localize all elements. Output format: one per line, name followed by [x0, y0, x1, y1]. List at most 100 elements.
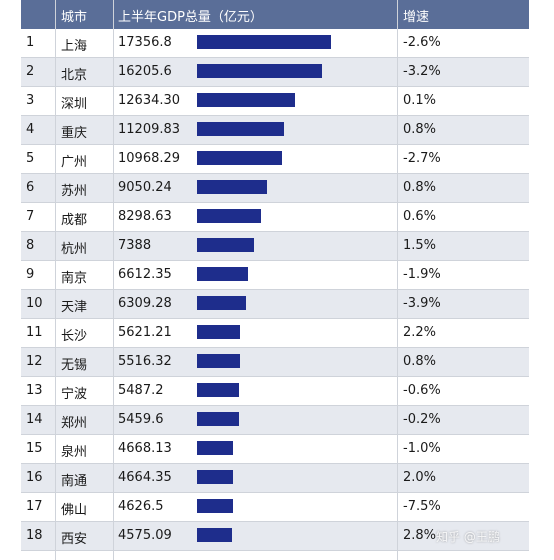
- city-cell: 杭州: [61, 242, 88, 257]
- city-cell: 北京: [61, 68, 88, 83]
- gdp-value-cell: 17356.8: [118, 35, 172, 50]
- watermark: 知乎 @王鹏: [436, 530, 500, 544]
- rank-cell: 11: [26, 325, 43, 340]
- gdp-ranking-table: 城市 上半年GDP总量（亿元） 增速 1 上海 17356.8 -2.6% 2 北京 162…: [21, 0, 529, 560]
- table-row: 1 上海 17356.8 -2.6%: [21, 29, 529, 58]
- rank-cell: 7: [26, 209, 35, 224]
- table-row: 10 天津 6309.28 -3.9%: [21, 290, 529, 319]
- gdp-value-cell: 8298.63: [118, 209, 172, 224]
- table-row: 2 北京 16205.6 -3.2%: [21, 58, 529, 87]
- city-cell: 上海: [61, 39, 88, 54]
- gdp-bar: [197, 296, 246, 310]
- city-cell: 广州: [61, 155, 88, 170]
- gdp-value-cell: 9050.24: [118, 180, 172, 195]
- rank-cell: 9: [26, 267, 35, 282]
- city-cell: 深圳: [61, 97, 88, 112]
- city-cell: 南京: [61, 271, 88, 286]
- rank-cell: 15: [26, 441, 43, 456]
- gdp-bar: [197, 209, 261, 223]
- rank-cell: 2: [26, 64, 35, 79]
- column-divider: [397, 0, 398, 560]
- gdp-value-cell: 12634.30: [118, 93, 181, 108]
- gdp-bar: [197, 238, 254, 252]
- growth-cell: 0.8%: [403, 354, 437, 369]
- gdp-value-cell: 16205.6: [118, 64, 172, 79]
- rank-cell: 6: [26, 180, 35, 195]
- city-cell: 宁波: [61, 387, 88, 402]
- gdp-bar: [197, 122, 284, 136]
- rank-cell: 16: [26, 470, 43, 485]
- rank-cell: 8: [26, 238, 35, 253]
- growth-cell: -3.9%: [403, 296, 441, 311]
- gdp-bar: [197, 383, 239, 397]
- growth-cell: 0.8%: [403, 180, 437, 195]
- gdp-bar: [197, 441, 233, 455]
- table-row: 6 苏州 9050.24 0.8%: [21, 174, 529, 203]
- table-row: 11 长沙 5621.21 2.2%: [21, 319, 529, 348]
- gdp-value-cell: 6309.28: [118, 296, 172, 311]
- rank-cell: 18: [26, 528, 43, 543]
- table-row: 5 广州 10968.29 -2.7%: [21, 145, 529, 174]
- gdp-bar: [197, 267, 248, 281]
- growth-cell: -7.5%: [403, 499, 441, 514]
- growth-cell: 2.8%: [403, 528, 437, 543]
- gdp-value-cell: 4626.5: [118, 499, 164, 514]
- growth-cell: -0.2%: [403, 412, 441, 427]
- gdp-value-cell: 4664.35: [118, 470, 172, 485]
- growth-cell: -1.0%: [403, 441, 441, 456]
- header-gdp: 上半年GDP总量（亿元）: [118, 10, 263, 25]
- growth-cell: -2.7%: [403, 151, 441, 166]
- rank-cell: 12: [26, 354, 43, 369]
- gdp-value-cell: 4575.09: [118, 528, 172, 543]
- city-cell: 西安: [61, 532, 88, 547]
- gdp-bar: [197, 93, 295, 107]
- gdp-value-cell: 6612.35: [118, 267, 172, 282]
- table-row: 18 西安 4575.09 2.8%: [21, 522, 529, 551]
- gdp-bar: [197, 151, 282, 165]
- gdp-bar: [197, 35, 331, 49]
- gdp-value-cell: 5516.32: [118, 354, 172, 369]
- table-row: 15 泉州 4668.13 -1.0%: [21, 435, 529, 464]
- rank-cell: 4: [26, 122, 35, 137]
- growth-cell: 0.1%: [403, 93, 437, 108]
- city-cell: 天津: [61, 300, 88, 315]
- gdp-value-cell: 5487.2: [118, 383, 164, 398]
- gdp-value-cell: 4668.13: [118, 441, 172, 456]
- table-row: 16 南通 4664.35 2.0%: [21, 464, 529, 493]
- column-divider: [113, 0, 114, 560]
- table-row: 7 成都 8298.63 0.6%: [21, 203, 529, 232]
- table-row: 12 无锡 5516.32 0.8%: [21, 348, 529, 377]
- city-cell: 南通: [61, 474, 88, 489]
- gdp-bar: [197, 325, 240, 339]
- growth-cell: 0.8%: [403, 122, 437, 137]
- gdp-bar: [197, 354, 240, 368]
- rank-cell: 13: [26, 383, 43, 398]
- gdp-value-cell: 7388: [118, 238, 152, 253]
- gdp-bar: [197, 412, 239, 426]
- city-cell: 佛山: [61, 503, 88, 518]
- growth-cell: 2.0%: [403, 470, 437, 485]
- rank-cell: 5: [26, 151, 35, 166]
- rank-cell: 10: [26, 296, 43, 311]
- table-row: 13 宁波 5487.2 -0.6%: [21, 377, 529, 406]
- table-row: 17 佛山 4626.5 -7.5%: [21, 493, 529, 522]
- header-growth: 增速: [403, 10, 430, 25]
- growth-cell: 1.5%: [403, 238, 437, 253]
- gdp-bar: [197, 64, 322, 78]
- table-row: 9 南京 6612.35 -1.9%: [21, 261, 529, 290]
- city-cell: 成都: [61, 213, 88, 228]
- gdp-bar: [197, 180, 267, 194]
- rank-cell: 3: [26, 93, 35, 108]
- growth-cell: -0.6%: [403, 383, 441, 398]
- growth-cell: -2.6%: [403, 35, 441, 50]
- gdp-value-cell: 10968.29: [118, 151, 181, 166]
- gdp-bar: [197, 528, 232, 542]
- gdp-value-cell: 5459.6: [118, 412, 164, 427]
- table-row: 3 深圳 12634.30 0.1%: [21, 87, 529, 116]
- table-row: 8 杭州 7388 1.5%: [21, 232, 529, 261]
- city-cell: 郑州: [61, 416, 88, 431]
- gdp-value-cell: 5621.21: [118, 325, 172, 340]
- city-cell: 重庆: [61, 126, 88, 141]
- growth-cell: -1.9%: [403, 267, 441, 282]
- table-row: 14 郑州 5459.6 -0.2%: [21, 406, 529, 435]
